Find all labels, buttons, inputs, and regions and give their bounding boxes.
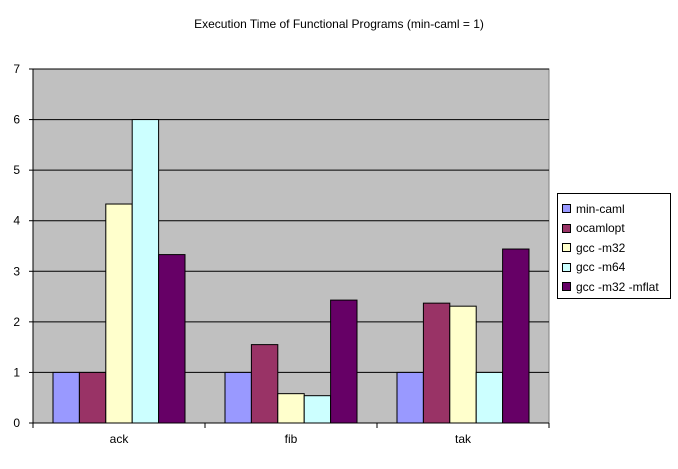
- legend-item: gcc -m32 -mflat: [562, 277, 670, 297]
- bar-tak-gcc-m32: [449, 305, 477, 424]
- y-tick-label: 0: [13, 416, 20, 430]
- bar-fib-gcc-m32: [277, 393, 305, 424]
- y-tick-label: 4: [13, 214, 20, 228]
- legend-item: min-caml: [562, 199, 670, 219]
- bar-ack-gcc-m32-mflat: [158, 254, 186, 424]
- bar-ack-min-caml: [52, 371, 80, 424]
- legend-label: gcc -m64: [576, 260, 626, 275]
- legend-label: gcc -m32: [576, 240, 626, 255]
- y-tick-labels: 0 1 2 3 4 5 6 7: [13, 62, 20, 430]
- legend-label: ocamlopt: [576, 221, 625, 236]
- bar-fib-gcc-m32-mflat: [330, 299, 358, 424]
- bar-ack-ocamlopt: [78, 371, 107, 424]
- legend: min-caml ocamlopt gcc -m32 gcc -m64 gcc -m32…: [557, 193, 671, 299]
- y-tick-label: 6: [13, 113, 20, 127]
- legend-label: gcc -m32 -mflat: [576, 279, 659, 294]
- y-tick-label: 7: [13, 62, 20, 76]
- x-tick-label: tak: [455, 432, 472, 446]
- bar-fib-min-caml: [224, 371, 252, 424]
- bar-tak-min-caml: [396, 371, 424, 424]
- bar-fib-ocamlopt: [250, 344, 279, 424]
- x-tick-label: fib: [285, 432, 298, 446]
- bar-tak-gcc-m32-mflat: [502, 248, 530, 424]
- bar-tak-gcc-m64: [475, 371, 504, 424]
- x-tick-label: ack: [110, 432, 130, 446]
- legend-label: min-caml: [576, 201, 625, 216]
- bar-ack-gcc-m64: [131, 119, 160, 424]
- bar-fib-gcc-m64: [303, 395, 332, 424]
- legend-item: ocamlopt: [562, 219, 670, 239]
- bars: [52, 119, 530, 424]
- axes: [29, 68, 550, 428]
- legend-swatch: [562, 204, 571, 214]
- y-tick-label: 5: [13, 163, 20, 177]
- legend-swatch: [562, 282, 571, 292]
- x-tick-labels: ack fib tak: [110, 432, 472, 446]
- bar-ack-gcc-m32: [105, 203, 133, 424]
- legend-swatch: [562, 223, 571, 233]
- legend-swatch: [562, 243, 571, 253]
- legend-item: gcc -m64: [562, 258, 670, 278]
- y-tick-label: 1: [13, 365, 20, 379]
- legend-swatch: [562, 262, 571, 272]
- bar-tak-ocamlopt: [422, 302, 451, 424]
- y-tick-label: 2: [13, 315, 20, 329]
- y-tick-label: 3: [13, 264, 20, 278]
- chart-title: Execution Time of Functional Programs (m…: [194, 17, 484, 31]
- legend-item: gcc -m32: [562, 238, 670, 258]
